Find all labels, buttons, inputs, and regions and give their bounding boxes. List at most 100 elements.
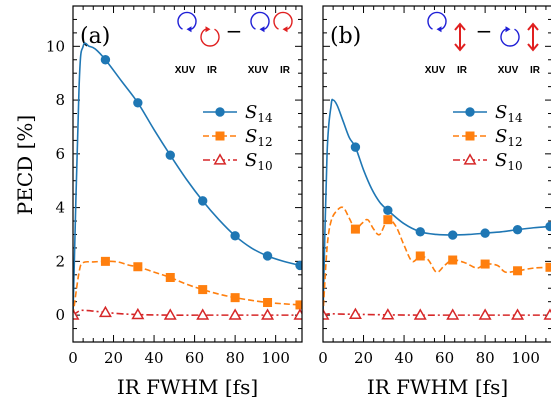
data-point-S10 bbox=[293, 308, 302, 320]
x-tick-label: 60 bbox=[185, 349, 204, 367]
data-point-S12 bbox=[100, 256, 110, 266]
legend-label-S12: S12 bbox=[245, 126, 273, 149]
rotation-arrowhead-icon bbox=[282, 26, 288, 33]
legend-marker-S10 bbox=[213, 153, 227, 165]
data-point-S10 bbox=[381, 308, 395, 320]
xuv-ccw-circle-icon bbox=[177, 11, 197, 30]
series-line-S14 bbox=[73, 42, 301, 316]
data-point-S14 bbox=[100, 55, 111, 65]
data-point-S12 bbox=[383, 215, 393, 225]
data-point-S10 bbox=[511, 308, 525, 320]
inset-label: XUV bbox=[175, 65, 196, 76]
data-point-S10 bbox=[446, 308, 460, 320]
data-point-S14 bbox=[165, 150, 175, 160]
data-point-S12 bbox=[513, 266, 523, 276]
data-point-S10 bbox=[196, 308, 210, 320]
ir-cw-circle-icon bbox=[200, 28, 220, 47]
data-point-S12 bbox=[133, 262, 143, 272]
minus-operator: − bbox=[476, 19, 493, 43]
legend-label-S10: S10 bbox=[495, 150, 523, 173]
legend-label-S14: S14 bbox=[245, 102, 273, 125]
rotation-arrowhead-icon bbox=[186, 26, 192, 33]
legend-marker-S14 bbox=[465, 107, 475, 117]
arrow-down-icon bbox=[527, 43, 539, 52]
axis-ticks bbox=[322, 6, 551, 343]
y-tick-label: 8 bbox=[55, 91, 65, 109]
inset-label: IR bbox=[457, 65, 468, 76]
x-tick-label: 20 bbox=[354, 349, 373, 367]
inset-label: IR bbox=[280, 65, 291, 76]
data-point-S12 bbox=[198, 285, 208, 295]
xuv-ccw-circle-icon bbox=[427, 11, 447, 30]
data-point-S10 bbox=[228, 308, 242, 320]
series-line-S12 bbox=[323, 206, 551, 316]
data-point-S12 bbox=[448, 255, 458, 265]
data-point-S12 bbox=[350, 224, 360, 234]
data-point-S14 bbox=[545, 221, 551, 232]
panel-a: 0 20 40 60 80 100 0 2 4 6 8 10 IR FWHM [fs] (a) S14S12… bbox=[46, 5, 303, 399]
x-tick-label: 0 bbox=[68, 349, 78, 367]
data-point-S14 bbox=[295, 260, 302, 271]
series-line-S14 bbox=[323, 98, 551, 316]
data-point-S12 bbox=[480, 259, 490, 269]
arrow-up-icon bbox=[527, 22, 539, 31]
data-point-S14 bbox=[512, 224, 523, 235]
x-tick-label: 100 bbox=[261, 349, 290, 367]
data-point-S12 bbox=[295, 300, 302, 310]
y-tick-label: 6 bbox=[55, 145, 65, 163]
y-tick-label: 4 bbox=[55, 199, 65, 217]
legend-marker-S12 bbox=[215, 131, 225, 141]
data-point-S10 bbox=[323, 308, 330, 320]
inset-label: IR bbox=[530, 65, 541, 76]
x-axis-label: IR FWHM [fs] bbox=[367, 375, 508, 399]
x-tick-label: 60 bbox=[435, 349, 454, 367]
y-tick-label: 10 bbox=[46, 37, 65, 55]
ir-ccw-circle-icon bbox=[273, 11, 293, 30]
arrow-down-icon bbox=[454, 43, 466, 52]
data-point-S14 bbox=[133, 98, 143, 108]
data-point-S14 bbox=[350, 142, 361, 152]
x-tick-label: 0 bbox=[318, 349, 328, 367]
data-point-S12 bbox=[545, 262, 551, 272]
legend-label-S12: S12 bbox=[495, 126, 523, 149]
rotation-arrowhead-icon bbox=[436, 26, 442, 33]
panel-label: (b) bbox=[330, 24, 361, 49]
rotation-arrowhead-icon bbox=[259, 26, 265, 33]
data-point-S10 bbox=[98, 305, 112, 318]
data-point-S10 bbox=[543, 308, 551, 320]
data-point-S10 bbox=[261, 308, 275, 320]
arrow-up-icon bbox=[454, 22, 466, 31]
polarization-inset: − XUV IR XUV IR bbox=[425, 11, 541, 76]
data-point-S14 bbox=[383, 205, 393, 215]
legend-label-S10: S10 bbox=[245, 150, 273, 173]
data-point-S12 bbox=[165, 272, 175, 282]
xuv-cw-circle-icon bbox=[500, 28, 520, 47]
xuv-ccw-circle-icon bbox=[250, 11, 270, 30]
rotation-arrowhead-icon bbox=[505, 26, 511, 33]
rotation-arrowhead-icon bbox=[205, 26, 211, 33]
data-point-S10 bbox=[478, 308, 492, 320]
polarization-inset: − XUV IR XUV IR bbox=[175, 11, 293, 76]
inset-label: IR bbox=[207, 65, 218, 76]
inset-label: XUV bbox=[248, 65, 269, 76]
data-point-S10 bbox=[73, 308, 80, 320]
x-tick-label: 80 bbox=[226, 349, 245, 367]
data-point-S10 bbox=[348, 307, 362, 319]
legend-marker-S12 bbox=[465, 131, 475, 141]
series-group bbox=[323, 98, 551, 320]
data-point-S14 bbox=[480, 228, 490, 238]
x-tick-label: 40 bbox=[395, 349, 414, 367]
data-point-S14 bbox=[262, 251, 273, 261]
x-axis-label: IR FWHM [fs] bbox=[117, 375, 258, 399]
legend-marker-S10 bbox=[463, 153, 477, 165]
data-point-S14 bbox=[415, 227, 425, 237]
x-tick-label: 80 bbox=[476, 349, 495, 367]
data-point-S10 bbox=[131, 307, 145, 320]
minus-operator: − bbox=[226, 19, 243, 43]
plot-frame bbox=[322, 5, 551, 343]
series-group bbox=[73, 42, 302, 320]
